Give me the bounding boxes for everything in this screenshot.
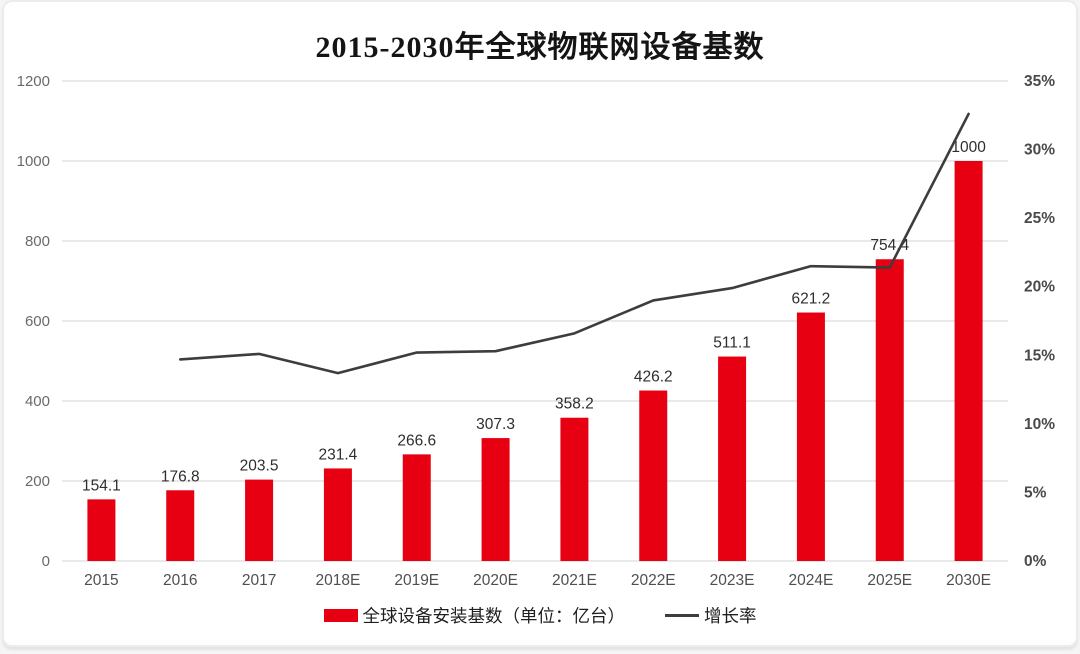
right-axis-tick-label: 30% xyxy=(1024,142,1055,159)
x-axis-label: 2020E xyxy=(473,572,518,589)
bar xyxy=(402,454,431,561)
legend-item-growth-rate: 增长率 xyxy=(665,603,757,628)
right-axis-tick-label: 10% xyxy=(1024,416,1055,433)
bar xyxy=(875,259,904,561)
line-series-swatch-icon xyxy=(665,614,699,617)
legend-item-installed-base: 全球设备安装基数（单位：亿台） xyxy=(323,603,626,628)
left-axis-tick-label: 200 xyxy=(25,473,50,490)
bar xyxy=(796,312,825,561)
x-axis-label: 2019E xyxy=(394,572,439,589)
bar xyxy=(87,499,116,561)
x-axis-label: 2022E xyxy=(631,572,676,589)
legend: 全球设备安装基数（单位：亿台） 增长率 xyxy=(0,603,1080,628)
bar-value-label: 621.2 xyxy=(792,291,831,308)
x-axis-label: 2030E xyxy=(946,572,991,589)
x-axis-label: 2024E xyxy=(789,572,834,589)
bar xyxy=(718,356,747,561)
bar xyxy=(481,438,510,561)
x-axis-label: 2018E xyxy=(316,572,361,589)
legend-label-installed-base: 全球设备安装基数（单位：亿台） xyxy=(362,606,626,626)
bar xyxy=(954,161,983,561)
x-axis-label: 2021E xyxy=(552,572,597,589)
x-axis-label: 2015 xyxy=(84,572,118,589)
right-axis-tick-label: 20% xyxy=(1024,279,1055,296)
bar xyxy=(245,479,274,561)
right-axis-tick-label: 5% xyxy=(1024,484,1047,501)
chart-title: 2015-2030年全球物联网设备基数 xyxy=(315,31,765,64)
left-axis-tick-label: 400 xyxy=(25,393,50,410)
bar-value-label: 358.2 xyxy=(555,396,594,413)
left-axis-tick-label: 800 xyxy=(25,233,50,250)
bar-value-label: 307.3 xyxy=(476,416,515,433)
bar-value-label: 176.8 xyxy=(161,468,200,485)
left-axis-tick-label: 0 xyxy=(42,553,50,570)
left-axis-tick-label: 600 xyxy=(25,313,50,330)
growth-rate-line xyxy=(178,112,970,375)
bar-value-label: 511.1 xyxy=(713,335,751,352)
bar-value-label: 1000 xyxy=(951,139,986,156)
x-axis-label: 2016 xyxy=(163,572,197,589)
right-axis-tick-label: 35% xyxy=(1024,73,1055,90)
bar-series-swatch-icon xyxy=(323,609,358,622)
right-axis-tick-label: 15% xyxy=(1024,347,1055,364)
x-axis-label: 2023E xyxy=(710,572,755,589)
bar xyxy=(323,468,352,561)
right-axis-tick-label: 25% xyxy=(1024,210,1055,227)
bar-value-label: 426.2 xyxy=(634,369,673,386)
x-axis-label: 2017 xyxy=(242,572,276,589)
bar xyxy=(560,417,589,561)
x-axis-label: 2025E xyxy=(867,572,912,589)
bar-value-label: 203.5 xyxy=(240,458,279,475)
bar-value-label: 231.4 xyxy=(319,446,358,463)
bar xyxy=(166,490,195,561)
left-axis-tick-label: 1000 xyxy=(17,153,50,170)
bar-value-label: 154.1 xyxy=(82,477,121,494)
bar-value-label: 266.6 xyxy=(397,432,436,449)
left-axis-tick-label: 1200 xyxy=(17,73,50,90)
right-axis-tick-label: 0% xyxy=(1024,553,1047,570)
bar xyxy=(639,390,668,561)
legend-label-growth-rate: 增长率 xyxy=(704,606,757,626)
